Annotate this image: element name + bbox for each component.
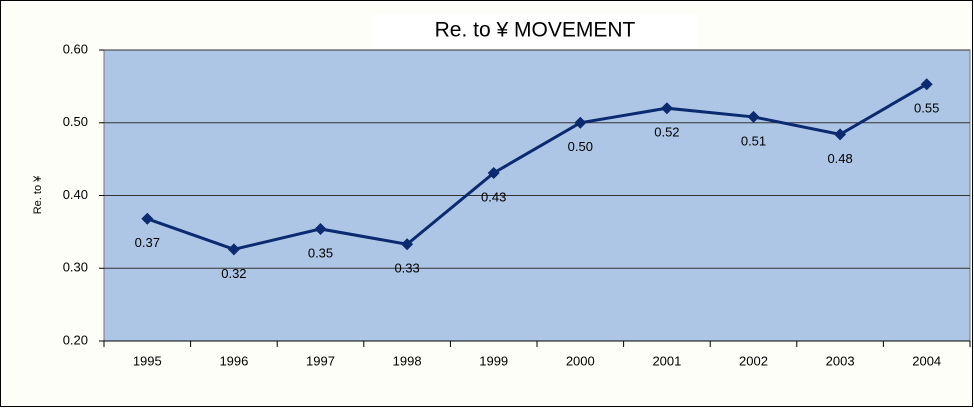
data-label: 0.43 — [481, 189, 506, 204]
marker — [227, 243, 240, 256]
y-tick-label: 0.30 — [63, 260, 88, 275]
chart-title: Re. to ¥ MOVEMENT — [435, 19, 636, 42]
data-label: 0.33 — [394, 261, 419, 276]
marker — [141, 212, 154, 225]
x-tick-label: 1999 — [479, 353, 508, 368]
x-tick-label: 1997 — [306, 353, 335, 368]
x-tick-label: 2000 — [566, 353, 595, 368]
title-box — [372, 14, 698, 48]
marker — [747, 110, 760, 123]
y-tick-label: 0.60 — [63, 41, 88, 56]
y-axis-label: Re. to ¥ — [32, 175, 44, 214]
marker — [834, 128, 847, 141]
x-tick-label: 2003 — [826, 353, 855, 368]
x-tick-label: 2004 — [912, 353, 941, 368]
data-label: 0.51 — [741, 133, 766, 148]
x-tick-label: 1998 — [393, 353, 422, 368]
y-tick-label: 0.50 — [63, 114, 88, 129]
y-tick-label: 0.40 — [63, 187, 88, 202]
y-tick-label: 0.20 — [63, 332, 88, 347]
data-label: 0.37 — [135, 235, 160, 250]
line — [146, 82, 928, 251]
marker — [574, 116, 587, 129]
marker — [920, 78, 933, 91]
data-label: 0.35 — [308, 245, 333, 260]
data-label: 0.48 — [827, 151, 852, 166]
marker — [487, 166, 500, 179]
x-tick-label: 2002 — [739, 353, 768, 368]
data-label: 0.55 — [914, 101, 939, 116]
x-tick-label: 1996 — [219, 353, 248, 368]
marker — [401, 238, 414, 251]
x-tick-label: 1995 — [133, 353, 162, 368]
x-tick-label: 2001 — [652, 353, 681, 368]
marker — [660, 102, 673, 115]
data-label: 0.32 — [221, 266, 246, 281]
data-label: 0.52 — [654, 125, 679, 140]
marker — [314, 222, 327, 235]
data-label: 0.50 — [568, 139, 593, 154]
